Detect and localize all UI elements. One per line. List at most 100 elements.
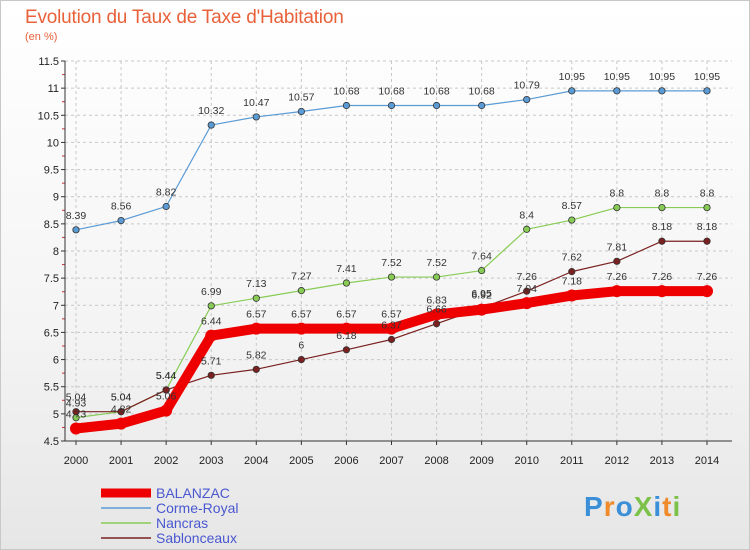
data-point bbox=[70, 422, 82, 435]
data-point bbox=[613, 203, 621, 212]
x-tick-label: 2008 bbox=[424, 455, 448, 467]
x-tick-label: 2013 bbox=[650, 455, 674, 467]
data-point bbox=[342, 279, 351, 287]
data-label: 4.93 bbox=[66, 398, 87, 410]
data-label: 5.06 bbox=[156, 391, 177, 403]
x-tick-label: 2014 bbox=[695, 455, 719, 467]
data-label: 10.68 bbox=[333, 86, 359, 98]
y-tick-label: 7.5 bbox=[44, 273, 59, 285]
data-label: 7.52 bbox=[381, 257, 402, 269]
y-tick-label: 6.5 bbox=[44, 327, 59, 339]
data-point bbox=[297, 107, 305, 116]
data-label: 8.57 bbox=[562, 200, 583, 212]
y-tick-label: 11.5 bbox=[38, 56, 59, 68]
data-point bbox=[160, 404, 173, 417]
data-point bbox=[115, 417, 128, 430]
data-label: 5.04 bbox=[66, 392, 87, 404]
y-tick-label: 5.5 bbox=[44, 382, 59, 394]
x-tick-label: 2003 bbox=[199, 455, 223, 467]
data-point bbox=[295, 322, 308, 335]
data-point bbox=[565, 289, 578, 302]
x-tick-label: 2010 bbox=[514, 455, 538, 467]
y-tick-label: 10 bbox=[47, 137, 59, 149]
y-tick-label: 9 bbox=[53, 192, 59, 204]
data-label: 5.04 bbox=[111, 392, 132, 404]
data-label: 10.95 bbox=[694, 71, 720, 83]
data-point bbox=[72, 226, 80, 234]
data-label: 5.44 bbox=[156, 370, 177, 382]
data-label: 10.95 bbox=[649, 71, 675, 83]
data-label: 6.18 bbox=[336, 330, 357, 342]
legend-label-balanzac: BALANZAC bbox=[156, 485, 230, 501]
data-point bbox=[658, 237, 666, 245]
y-tick-label: 9.5 bbox=[44, 165, 59, 177]
data-label: 6.57 bbox=[291, 309, 312, 321]
data-point bbox=[613, 87, 621, 95]
data-label: 7.81 bbox=[607, 241, 628, 253]
data-point bbox=[342, 101, 351, 110]
x-tick-label: 2004 bbox=[244, 455, 268, 467]
data-label: 6.57 bbox=[336, 309, 357, 321]
data-label: 7.18 bbox=[562, 276, 583, 288]
x-tick-label: 2002 bbox=[154, 455, 178, 467]
data-point bbox=[432, 320, 441, 328]
data-label: 7.52 bbox=[426, 257, 447, 269]
chart-title: Evolution du Taux de Taxe d'Habitation bbox=[25, 7, 344, 28]
x-tick-label: 2007 bbox=[379, 455, 403, 467]
data-point bbox=[478, 101, 486, 110]
data-label: 8.4 bbox=[519, 209, 534, 221]
data-label: 7.26 bbox=[697, 271, 718, 283]
data-label: 6.99 bbox=[201, 286, 222, 298]
data-point bbox=[340, 322, 353, 335]
data-label: 5.04 bbox=[111, 392, 132, 404]
data-label: 10.68 bbox=[469, 86, 495, 98]
data-point bbox=[342, 346, 351, 354]
data-label: 7.26 bbox=[516, 271, 537, 283]
data-point bbox=[432, 273, 441, 281]
y-tick-label: 6 bbox=[53, 355, 59, 367]
data-label: 8.56 bbox=[111, 201, 132, 213]
data-point bbox=[207, 302, 215, 310]
data-label: 8.8 bbox=[700, 188, 715, 200]
data-label: 6.83 bbox=[426, 295, 447, 307]
data-label: 6 bbox=[298, 340, 304, 352]
data-label: 10.47 bbox=[243, 97, 269, 109]
data-point bbox=[205, 329, 218, 342]
data-point bbox=[610, 285, 623, 298]
data-label: 10.79 bbox=[514, 80, 540, 92]
y-tick-label: 4.5 bbox=[44, 436, 59, 448]
legend-label-corme-royal: Corme-Royal bbox=[156, 500, 238, 516]
data-point bbox=[252, 113, 260, 121]
data-point bbox=[387, 335, 396, 344]
y-tick-label: 10.5 bbox=[38, 110, 59, 122]
data-point bbox=[387, 273, 396, 281]
data-label: 10.95 bbox=[559, 71, 585, 83]
data-point bbox=[568, 268, 576, 276]
data-point bbox=[475, 303, 488, 316]
data-point bbox=[523, 287, 531, 295]
data-label: 6.57 bbox=[381, 309, 402, 321]
data-point bbox=[523, 95, 531, 104]
data-label: 6.57 bbox=[246, 309, 267, 321]
y-tick-label: 5 bbox=[53, 409, 59, 421]
data-point bbox=[568, 216, 576, 224]
x-tick-label: 2009 bbox=[469, 455, 493, 467]
legend-label-sablonceaux: Sablonceaux bbox=[156, 530, 237, 546]
data-label: 8.18 bbox=[652, 221, 673, 233]
legend-label-nancras: Nancras bbox=[156, 515, 208, 531]
data-point bbox=[385, 322, 398, 335]
data-label: 6.92 bbox=[471, 290, 492, 302]
data-label: 10.68 bbox=[378, 86, 404, 98]
data-label: 8.39 bbox=[66, 210, 87, 222]
data-point bbox=[568, 87, 576, 95]
data-label: 5.44 bbox=[156, 370, 177, 382]
data-point bbox=[387, 101, 396, 110]
data-label: 5.82 bbox=[246, 349, 267, 361]
data-label: 4.73 bbox=[66, 409, 87, 421]
data-point bbox=[117, 217, 125, 225]
data-label: 5.71 bbox=[201, 355, 222, 367]
data-point bbox=[252, 365, 260, 373]
data-point bbox=[613, 257, 621, 265]
